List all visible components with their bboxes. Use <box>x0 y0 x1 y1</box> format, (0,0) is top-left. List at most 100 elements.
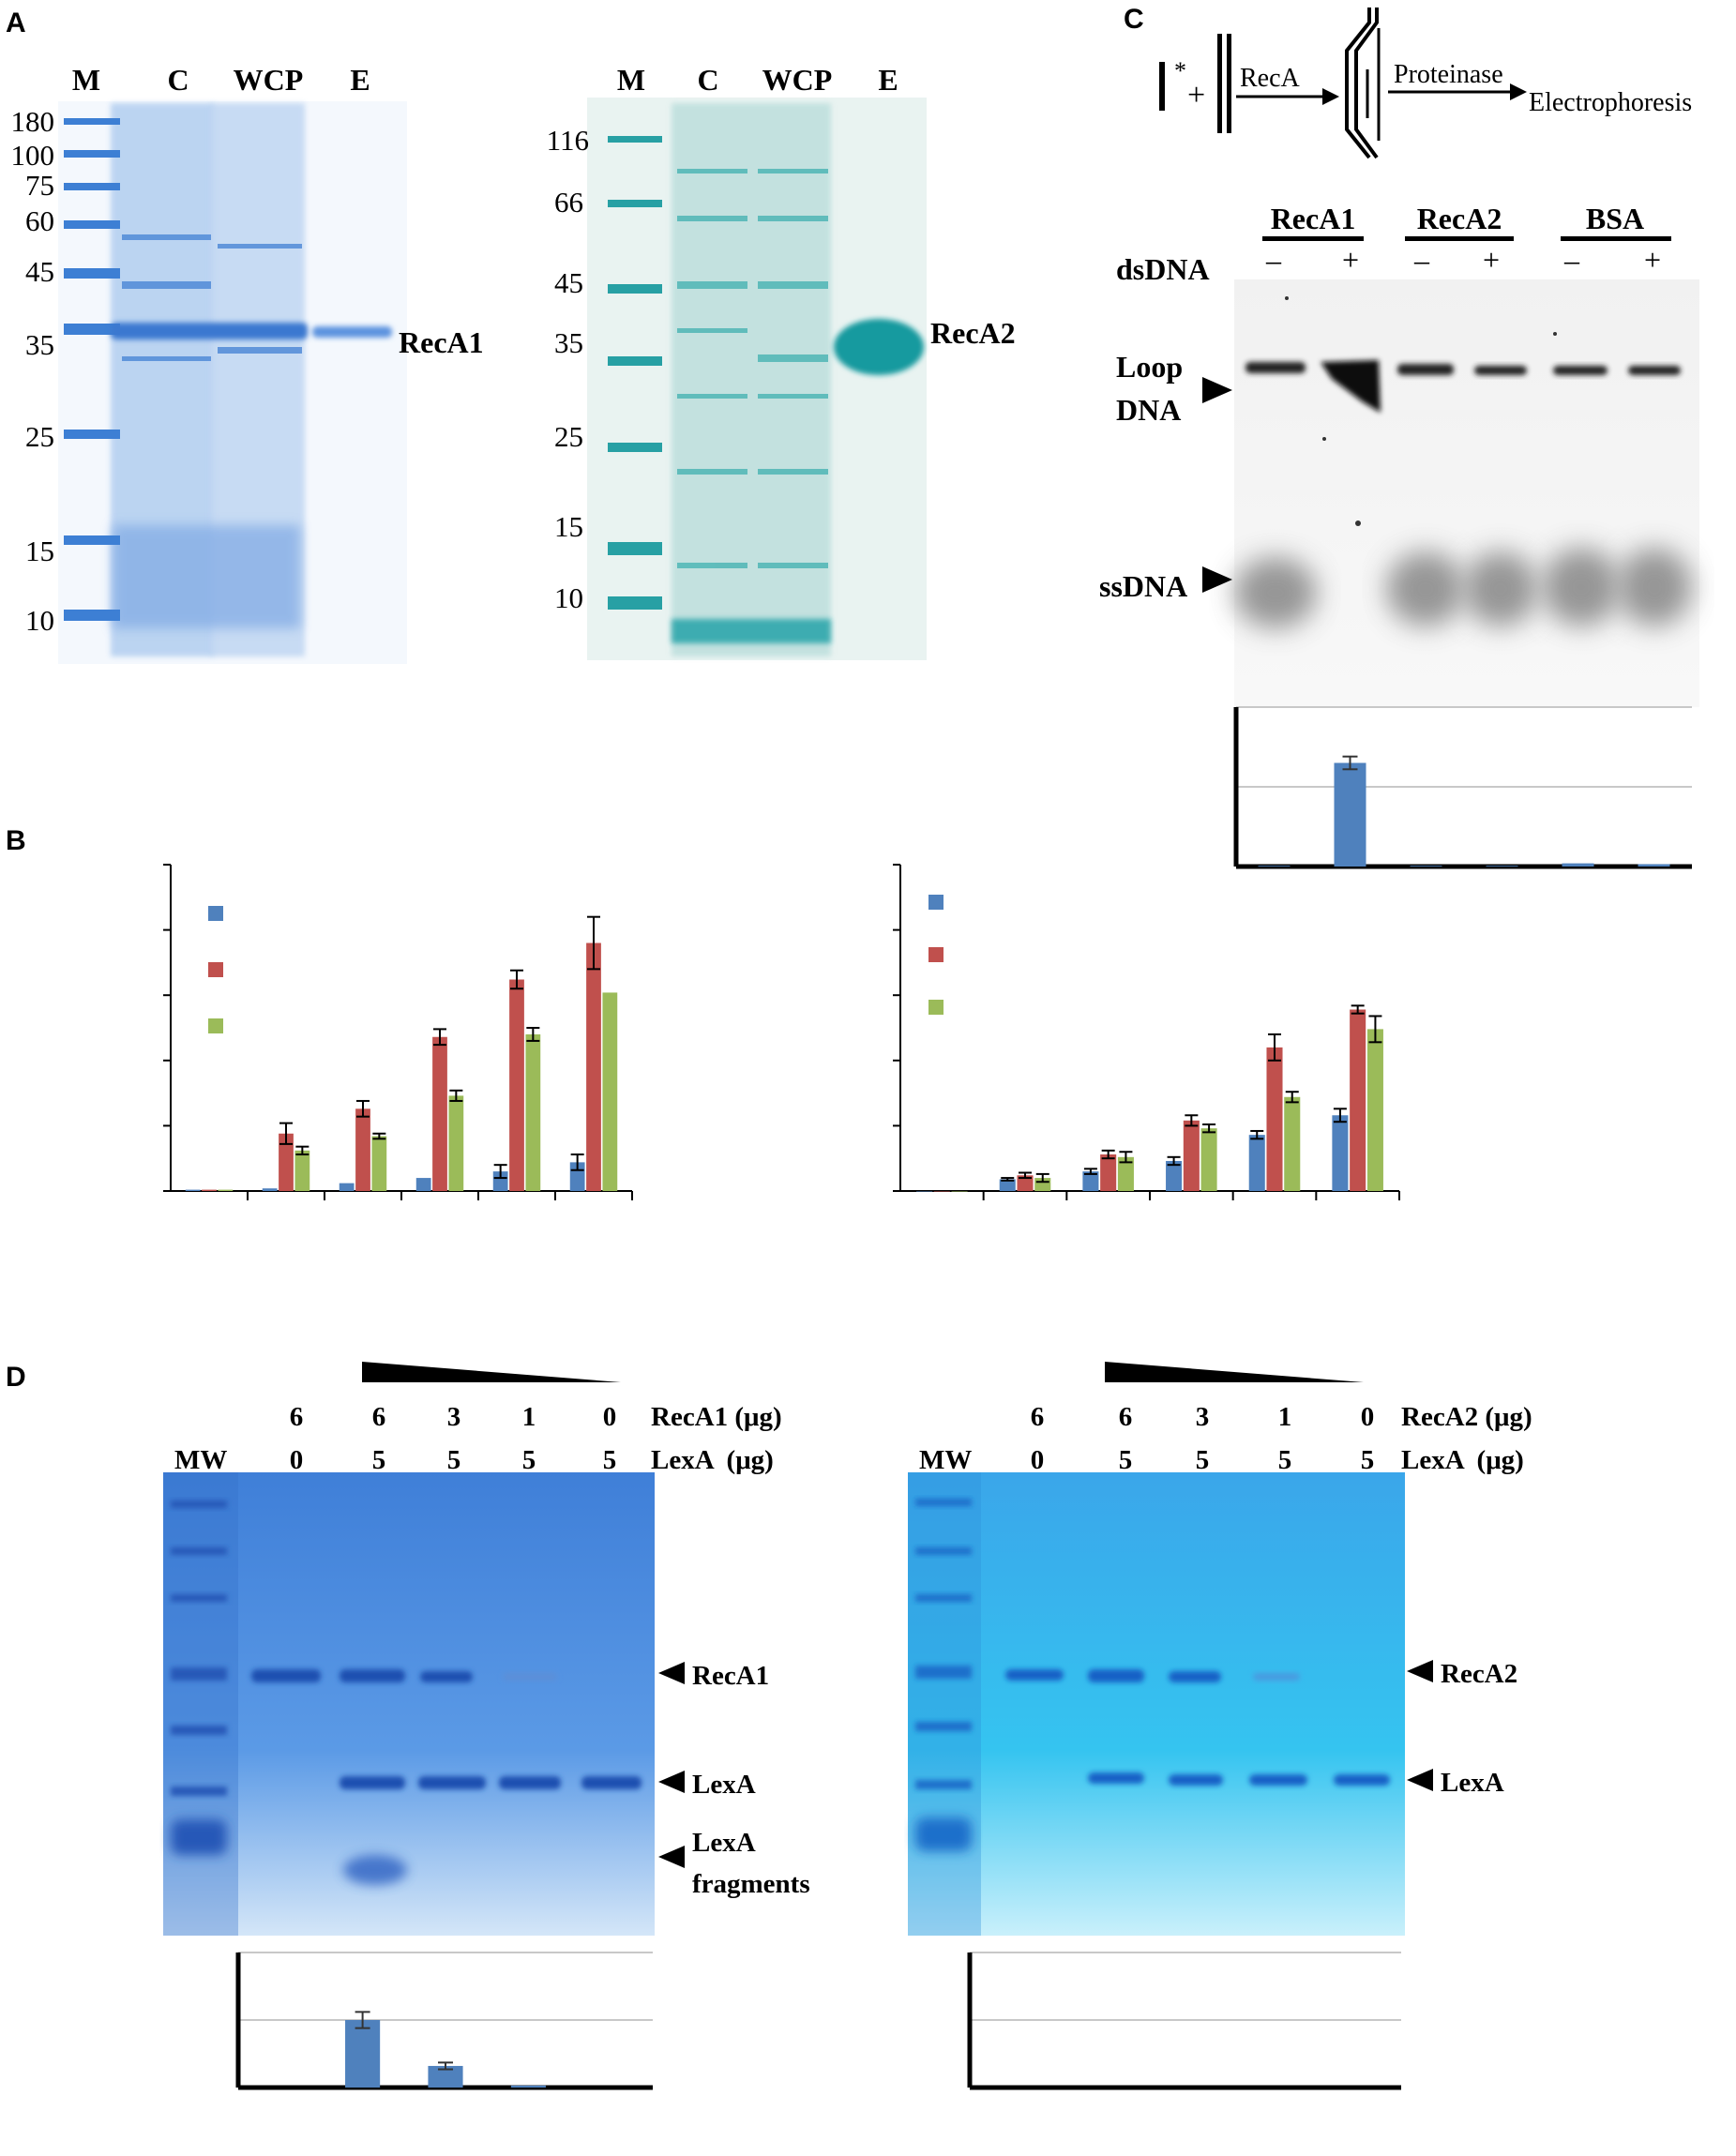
bar <box>345 2020 381 2088</box>
gel-a2-lane-label: C <box>697 63 718 97</box>
d1-arrow-label: LexA <box>692 1828 756 1858</box>
d2-arrow-label: RecA2 <box>1441 1659 1517 1689</box>
gel-a2-band-label: RecA2 <box>930 316 1016 350</box>
d1-row2-value: 5 <box>447 1445 461 1475</box>
bar <box>1332 1115 1349 1191</box>
gel-a2-marker: 116 <box>547 124 589 157</box>
sign: – <box>1563 243 1580 277</box>
gel-a1-marker: 10 <box>25 604 54 637</box>
scheme-step3: Electrophoresis <box>1529 88 1692 117</box>
sign: – <box>1265 243 1282 277</box>
bar <box>951 1191 968 1192</box>
gel-a2-lane-label: WCP <box>762 63 833 97</box>
sign: + <box>1342 243 1359 277</box>
gel-a1-lane-label: M <box>72 63 100 97</box>
gel-a1-band-label: RecA1 <box>399 325 484 359</box>
bar <box>1166 1160 1183 1191</box>
arrowhead-icon <box>1202 377 1232 403</box>
d1-row1-value: 6 <box>290 1402 304 1432</box>
gel-a1-marker: 75 <box>25 169 54 202</box>
bar <box>999 1179 1016 1191</box>
bar <box>202 1189 217 1191</box>
scheme-plus: + <box>1187 78 1205 113</box>
d2-row1-value: 1 <box>1278 1402 1292 1432</box>
gel-a2-marker: 66 <box>554 186 583 219</box>
d2-row1-value: 3 <box>1196 1402 1210 1432</box>
gel-d1 <box>163 1472 655 1936</box>
gel-c <box>1234 279 1699 707</box>
legend-swatch <box>208 1018 223 1033</box>
d2-row1-value: 6 <box>1119 1402 1133 1432</box>
dsdna-row-label: dsDNA <box>1116 252 1210 286</box>
gradient-triangle <box>362 1362 621 1382</box>
lexa-fragments-chart-right <box>967 1952 1401 2090</box>
bar <box>448 1095 464 1191</box>
d1-row2-value: 5 <box>603 1445 617 1475</box>
gel-a2-lane-label: E <box>878 63 898 97</box>
bar <box>525 1033 541 1191</box>
gel-a1-lane-label: C <box>167 63 189 97</box>
group-label: BSA <box>1586 202 1644 235</box>
d1-row2-label: LexA (μg) <box>651 1445 774 1475</box>
bar <box>1248 1135 1265 1191</box>
bar <box>262 1188 278 1191</box>
d2-row2-value: 5 <box>1119 1445 1133 1475</box>
arrowhead-icon <box>1407 1769 1433 1791</box>
scheme-star: * <box>1174 57 1186 84</box>
bar <box>1266 1047 1283 1191</box>
d1-arrow-label: LexA <box>692 1770 756 1800</box>
d1-row1-value: 6 <box>372 1402 386 1432</box>
arrowhead-icon <box>1407 1660 1433 1682</box>
gel-a2-marker: 35 <box>554 326 583 359</box>
d2-row1-value: 6 <box>1031 1402 1045 1432</box>
d1-arrow-label: RecA1 <box>692 1661 769 1691</box>
gel-a1-marker: 15 <box>25 535 54 567</box>
d1-row1-value: 0 <box>603 1402 617 1432</box>
panel-label-c: C <box>1124 4 1144 35</box>
d2-row2-value: 0 <box>1031 1445 1045 1475</box>
bar <box>415 1178 431 1191</box>
loop-dna-chart <box>1233 706 1692 869</box>
bar <box>1334 762 1366 867</box>
bar <box>1486 866 1518 867</box>
arrowhead-icon <box>658 1771 685 1793</box>
bar <box>371 1136 387 1191</box>
gel-a1 <box>58 101 407 664</box>
gel-a1-marker: 180 <box>11 105 55 138</box>
legend-swatch <box>928 947 943 962</box>
sign: – <box>1413 243 1430 277</box>
bar <box>1638 864 1670 867</box>
gel-a2 <box>587 98 927 660</box>
bar <box>1350 1009 1366 1191</box>
d2-row2-value: 5 <box>1196 1445 1210 1475</box>
bar <box>602 992 618 1191</box>
gel-a1-lane-label: E <box>350 63 370 97</box>
d1-row2-value: 0 <box>290 1445 304 1475</box>
legend-swatch <box>208 906 223 921</box>
bar <box>1366 1029 1383 1191</box>
legend-swatch <box>928 1000 943 1015</box>
scheme-step2: Proteinase <box>1394 60 1503 89</box>
legend-swatch <box>928 895 943 910</box>
bar <box>428 2065 463 2088</box>
d2-row2-value: 5 <box>1361 1445 1375 1475</box>
bar <box>1117 1156 1134 1191</box>
bar <box>933 1191 950 1192</box>
bar <box>492 1171 508 1191</box>
bar <box>1562 863 1594 867</box>
gel-a2-lane-label: M <box>617 63 645 97</box>
bar <box>218 1189 234 1191</box>
d1-mw-label: MW <box>174 1445 227 1475</box>
d2-mw-label: MW <box>919 1445 972 1475</box>
d1-row1-label: RecA1 (μg) <box>651 1402 782 1432</box>
d2-row1-value: 0 <box>1361 1402 1375 1432</box>
d2-row2-value: 5 <box>1278 1445 1292 1475</box>
bar <box>185 1189 201 1191</box>
bar <box>1017 1175 1034 1191</box>
gel-a2-marker: 45 <box>554 266 583 299</box>
gel-a2-marker: 15 <box>554 510 583 543</box>
lexa-fragments-chart-left <box>235 1952 653 2090</box>
bar <box>510 2085 546 2088</box>
gel-a1-marker: 25 <box>25 420 54 453</box>
